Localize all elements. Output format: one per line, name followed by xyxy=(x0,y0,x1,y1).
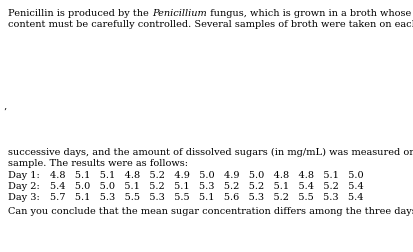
Text: ’: ’ xyxy=(3,108,6,117)
Text: content must be carefully controlled. Several samples of broth were taken on eac: content must be carefully controlled. Se… xyxy=(8,20,413,29)
Text: Penicillium: Penicillium xyxy=(152,9,206,18)
Text: Day 1:: Day 1: xyxy=(8,171,40,180)
Text: 5.4   5.0   5.0   5.1   5.2   5.1   5.3   5.2   5.2   5.1   5.4   5.2   5.4: 5.4 5.0 5.0 5.1 5.2 5.1 5.3 5.2 5.2 5.1 … xyxy=(50,182,364,191)
Text: 4.8   5.1   5.1   4.8   5.2   4.9   5.0   4.9   5.0   4.8   4.8   5.1   5.0: 4.8 5.1 5.1 4.8 5.2 4.9 5.0 4.9 5.0 4.8 … xyxy=(50,171,363,180)
Text: Day 3:: Day 3: xyxy=(8,193,40,202)
Text: Can you conclude that the mean sugar concentration differs among the three days?: Can you conclude that the mean sugar con… xyxy=(8,207,413,216)
Text: successive days, and the amount of dissolved sugars (in mg/mL) was measured on e: successive days, and the amount of disso… xyxy=(8,148,413,157)
Text: 5.7   5.1   5.3   5.5   5.3   5.5   5.1   5.6   5.3   5.2   5.5   5.3   5.4: 5.7 5.1 5.3 5.5 5.3 5.5 5.1 5.6 5.3 5.2 … xyxy=(50,193,363,202)
Text: Penicillin is produced by the: Penicillin is produced by the xyxy=(8,9,152,18)
Text: fungus, which is grown in a broth whose sugar: fungus, which is grown in a broth whose … xyxy=(206,9,413,18)
Text: sample. The results were as follows:: sample. The results were as follows: xyxy=(8,159,188,168)
Text: Day 2:: Day 2: xyxy=(8,182,40,191)
